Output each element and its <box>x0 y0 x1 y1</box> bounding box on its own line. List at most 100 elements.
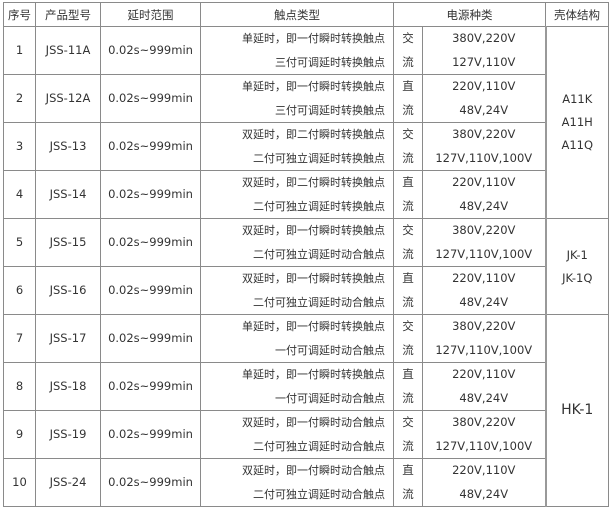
cell-voltage: 48V,24V <box>422 386 546 411</box>
table-row: 2 JSS-12A 0.02s~999min 单延时，即一付瞬时转换触点直 220V,1… <box>3 74 609 123</box>
cell-contact: 二付可独立调延时动合触点 <box>200 242 394 267</box>
cell-contact: 双延时，即一付瞬时动合触点 <box>200 410 394 435</box>
cell-range: 0.02s~999min <box>100 458 201 507</box>
cell-no: 7 <box>3 314 36 363</box>
header-shell: 壳体结构 <box>545 2 609 27</box>
cell-no: 10 <box>3 458 36 507</box>
cell-contact: 二付可独立调延时转换触点 <box>200 194 394 219</box>
cell-model: JSS-12A <box>35 74 101 123</box>
table-row: 10 JSS-24 0.02s~999min 双延时，即一付瞬时动合触点直 220V,1… <box>3 458 609 507</box>
shell-type: HK-1 <box>561 402 594 418</box>
cell-voltage: 127V,110V,100V <box>422 242 546 267</box>
cell-power-kind: 流 <box>393 98 423 123</box>
cell-power-kind: 流 <box>393 50 423 75</box>
cell-voltage: 127V,110V,100V <box>422 338 546 363</box>
cell-contact: 双延时，即一付瞬时动合触点 <box>200 458 394 483</box>
cell-model: JSS-24 <box>35 458 101 507</box>
cell-range: 0.02s~999min <box>100 74 201 123</box>
cell-voltage: 48V,24V <box>422 98 546 123</box>
header-contact: 触点类型 <box>200 2 394 27</box>
cell-contact: 单延时，即一付瞬时转换触点 <box>200 362 394 387</box>
cell-contact: 二付可独立调延时动合触点 <box>200 434 394 459</box>
table-row: 8 JSS-18 0.02s~999min 单延时，即一付瞬时转换触点直 220V,11… <box>3 362 609 411</box>
header-power: 电源种类 <box>393 2 546 27</box>
cell-range: 0.02s~999min <box>100 218 201 267</box>
cell-power-kind: 直 <box>393 458 423 483</box>
cell-power-kind: 交 <box>393 314 423 339</box>
cell-power-kind: 流 <box>393 146 423 171</box>
cell-no: 6 <box>3 266 36 315</box>
cell-model: JSS-11A <box>35 26 101 75</box>
table-row: 二付可独立调延时转换触点流 48V,24V <box>4 194 609 219</box>
cell-contact: 双延时，即二付瞬时转换触点 <box>200 122 394 147</box>
cell-power-kind: 直 <box>393 362 423 387</box>
cell-power-kind: 直 <box>393 74 423 99</box>
cell-shell: A11K A11H A11Q <box>544 26 609 219</box>
header-range: 延时范围 <box>100 2 201 27</box>
table-row: 三付可调延时转换触点流 48V,24V <box>4 98 609 123</box>
cell-model: JSS-19 <box>35 410 101 459</box>
cell-voltage: 220V,110V <box>422 266 546 291</box>
cell-power-kind: 流 <box>393 194 423 219</box>
cell-power-kind: 流 <box>393 338 423 363</box>
cell-contact: 双延时，即二付瞬时转换触点 <box>200 170 394 195</box>
table-row: 二付可独立调延时转换触点流 127V,110V,100V <box>4 146 609 171</box>
cell-model: JSS-14 <box>35 170 101 219</box>
cell-voltage: 380V,220V <box>422 122 546 147</box>
table-row: 一付可调延时动合触点流 48V,24V <box>4 386 609 411</box>
cell-power-kind: 交 <box>393 410 423 435</box>
table-row: 6 JSS-16 0.02s~999min 双延时，即一付瞬时转换触点直 220V,11… <box>3 266 609 315</box>
cell-range: 0.02s~999min <box>100 26 201 75</box>
cell-voltage: 48V,24V <box>422 194 546 219</box>
shell-type: JK-1 <box>566 247 588 262</box>
cell-contact: 一付可调延时动合触点 <box>200 338 394 363</box>
cell-voltage: 380V,220V <box>422 26 546 51</box>
cell-range: 0.02s~999min <box>100 122 201 171</box>
cell-no: 1 <box>3 26 36 75</box>
cell-no: 9 <box>3 410 36 459</box>
header-row: 序号 产品型号 延时范围 触点类型 电源种类 壳体结构 <box>3 2 609 27</box>
shell-type: A11H <box>561 115 593 129</box>
cell-no: 5 <box>3 218 36 267</box>
cell-contact: 单延时，即一付瞬时转换触点 <box>200 26 394 51</box>
cell-voltage: 220V,110V <box>422 458 546 483</box>
cell-contact: 单延时，即一付瞬时转换触点 <box>200 314 394 339</box>
cell-voltage: 220V,110V <box>422 74 546 99</box>
cell-contact: 双延时，即一付瞬时转换触点 <box>200 266 394 291</box>
header-model: 产品型号 <box>35 2 101 27</box>
cell-model: JSS-17 <box>35 314 101 363</box>
cell-range: 0.02s~999min <box>100 170 201 219</box>
cell-contact: 二付可独立调延时动合触点 <box>200 290 394 315</box>
cell-power-kind: 直 <box>393 266 423 291</box>
cell-power-kind: 交 <box>393 218 423 243</box>
cell-voltage: 127V,110V,100V <box>422 146 546 171</box>
cell-voltage: 220V,110V <box>422 170 546 195</box>
cell-power-kind: 交 <box>393 26 423 51</box>
cell-no: 3 <box>3 122 36 171</box>
table-row: 二付可独立调延时动合触点流 48V,24V <box>4 482 609 507</box>
cell-range: 0.02s~999min <box>100 314 201 363</box>
cell-voltage: 380V,220V <box>422 218 546 243</box>
product-spec-table: 序号 产品型号 延时范围 触点类型 电源种类 壳体结构 1 JSS-11A 0.02… <box>3 2 609 507</box>
cell-voltage: 220V,110V <box>422 362 546 387</box>
cell-voltage: 48V,24V <box>422 482 546 507</box>
table-row: 5 JSS-15 0.02s~999min 双延时，即一付瞬时转换触点交 380V,22… <box>3 218 609 315</box>
cell-range: 0.02s~999min <box>100 266 201 315</box>
cell-range: 0.02s~999min <box>100 410 201 459</box>
cell-shell: JK-1 JK-1Q <box>544 218 609 315</box>
shell-type: A11Q <box>561 138 594 152</box>
cell-power-kind: 流 <box>393 482 423 507</box>
table-row: 9 JSS-19 0.02s~999min 双延时，即一付瞬时动合触点交 380V,22… <box>3 410 609 459</box>
cell-shell: HK-1 <box>544 314 609 507</box>
shell-type: A11K <box>562 92 593 106</box>
cell-contact: 单延时，即一付瞬时转换触点 <box>200 74 394 99</box>
cell-contact: 双延时，即一付瞬时转换触点 <box>200 218 394 243</box>
cell-no: 4 <box>3 170 36 219</box>
table-row: 一付可调延时动合触点流 127V,110V,100V <box>4 338 609 363</box>
cell-voltage: 127V,110V <box>422 50 546 75</box>
cell-power-kind: 流 <box>393 290 423 315</box>
cell-model: JSS-16 <box>35 266 101 315</box>
cell-power-kind: 流 <box>393 242 423 267</box>
cell-voltage: 127V,110V,100V <box>422 434 546 459</box>
cell-model: JSS-13 <box>35 122 101 171</box>
